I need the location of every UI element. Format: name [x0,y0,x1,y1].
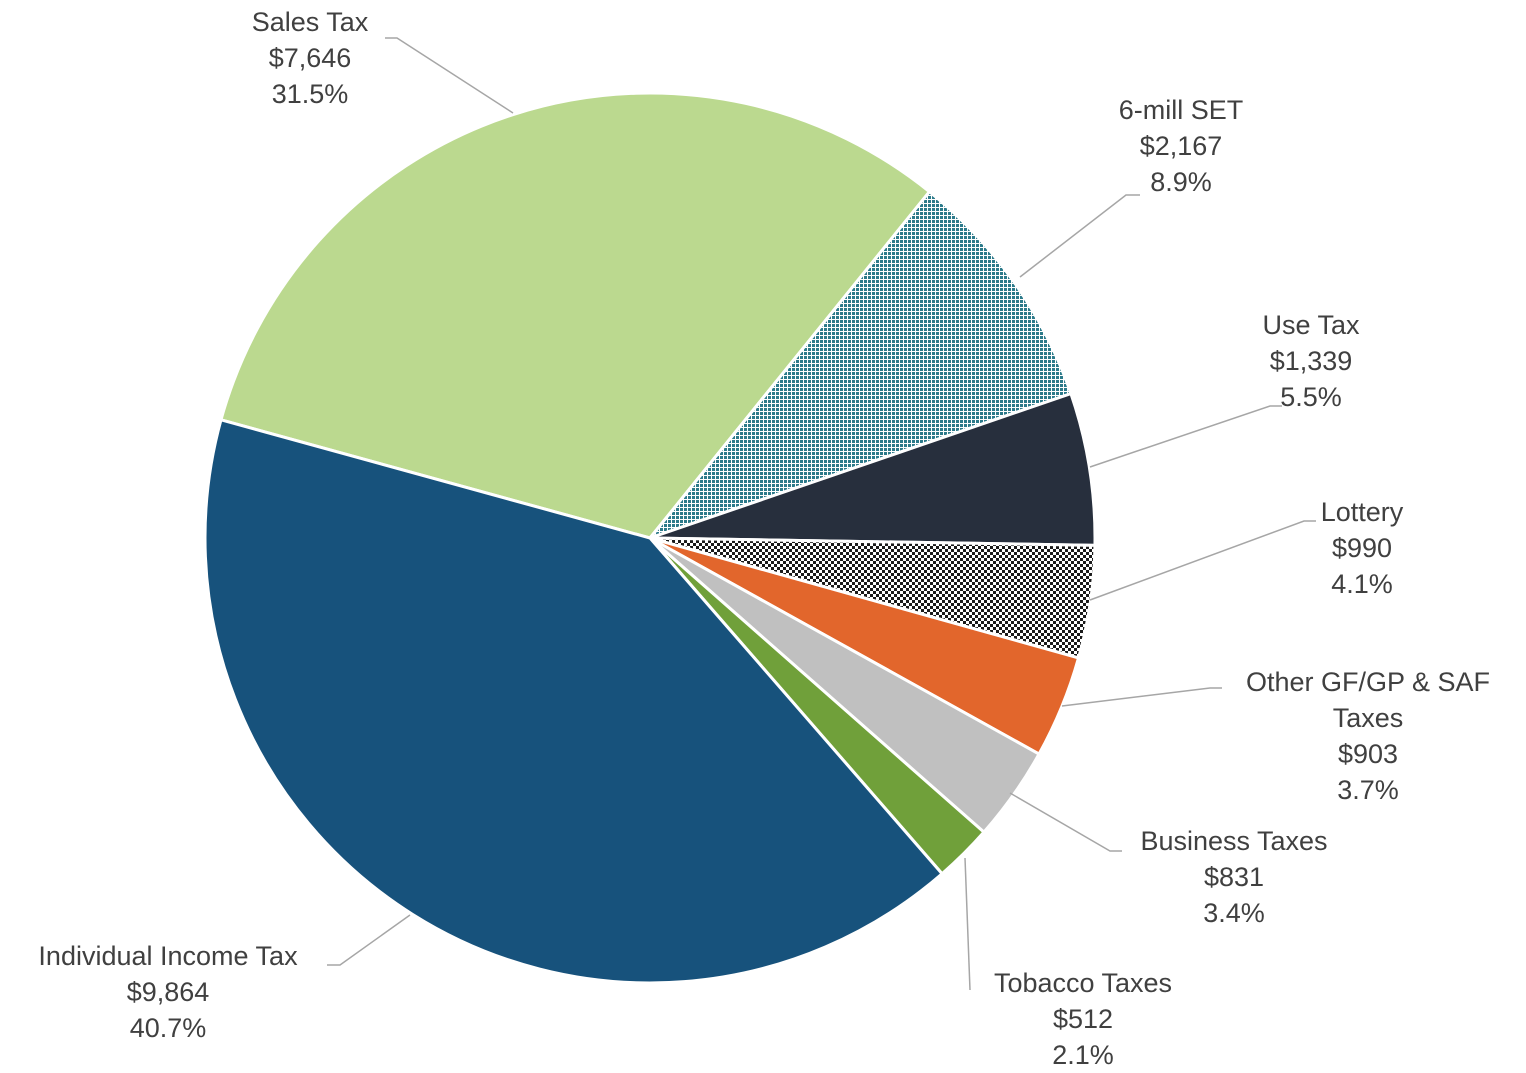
leader-line [1061,687,1222,707]
category-label: Business Taxes [1140,826,1328,856]
category-label: 6-mill SET [1118,95,1244,125]
leader-line [385,37,514,114]
category-label: Sales Tax [251,7,369,37]
leader-line [1089,520,1316,601]
value-label: $1,339 [1269,346,1353,376]
value-label: $831 [1203,862,1265,892]
leader-line [1019,194,1140,278]
percent-label: 8.9% [1150,167,1212,197]
percent-label: 3.7% [1337,775,1399,805]
value-label: $9,864 [126,977,210,1007]
percent-label: 40.7% [129,1013,207,1043]
leader-line [1089,405,1282,468]
data-label: Other GF/GP & SAF Taxes $903 3.7% [1218,664,1518,808]
data-label: Individual Income Tax $9,864 40.7% [0,938,336,1046]
value-label: $990 [1331,533,1393,563]
percent-label: 5.5% [1280,382,1342,412]
pie-slice [649,391,1097,547]
value-label: $7,646 [268,43,352,73]
percent-label: 3.4% [1203,898,1265,928]
data-label: Business Taxes $831 3.4% [1084,823,1384,931]
category-label: Other GF/GP & SAF Taxes [1245,667,1491,733]
data-label: Lottery $990 4.1% [1212,494,1512,602]
category-label: Lottery [1320,497,1404,527]
value-label: $903 [1337,739,1399,769]
category-label: Use Tax [1262,310,1360,340]
category-label: Tobacco Taxes [993,968,1173,998]
category-label: Individual Income Tax [38,941,298,971]
value-label: $2,167 [1139,131,1223,161]
data-label: Use Tax $1,339 5.5% [1161,307,1461,415]
percent-label: 31.5% [271,79,349,109]
pie-slice [203,417,945,985]
data-label: Sales Tax $7,646 31.5% [160,4,460,112]
data-label: Tobacco Taxes $512 2.1% [933,965,1233,1073]
leader-line [327,914,411,966]
leader-line [1009,792,1122,852]
percent-label: 4.1% [1331,569,1393,599]
data-label: 6-mill SET $2,167 8.9% [1031,92,1331,200]
pie-slice [219,91,932,540]
value-label: $512 [1052,1004,1114,1034]
leader-line [964,857,971,991]
percent-label: 2.1% [1052,1040,1114,1070]
pie-slice [645,189,1073,542]
